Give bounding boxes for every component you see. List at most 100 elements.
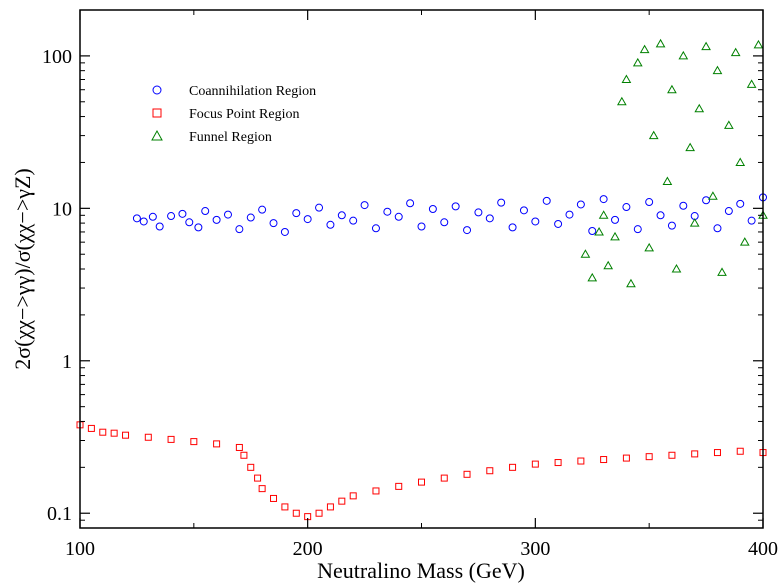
data-point-square <box>486 467 494 475</box>
y-tick-label: 100 <box>42 46 72 68</box>
x-tick-label: 100 <box>65 538 95 560</box>
data-point-circle <box>360 201 369 210</box>
data-point-square <box>254 474 262 482</box>
data-point-circle <box>326 220 335 229</box>
data-point-square <box>292 509 300 517</box>
data-point-square <box>713 449 721 457</box>
data-point-circle <box>315 203 324 212</box>
data-point-square <box>554 459 562 467</box>
data-point-circle <box>371 224 380 233</box>
data-point-circle <box>611 215 620 224</box>
data-point-circle <box>542 196 551 205</box>
data-point-square <box>326 503 334 511</box>
data-point-circle <box>155 222 164 231</box>
data-point-triangle <box>671 263 682 273</box>
data-point-circle <box>428 205 437 214</box>
data-point-circle <box>576 200 585 209</box>
legend-label-coannihilation: Coannihilation Region <box>189 84 316 99</box>
data-point-triangle <box>689 218 700 227</box>
data-point-square <box>338 497 346 505</box>
data-point-circle <box>417 222 426 231</box>
data-point-square <box>281 503 289 511</box>
data-point-circle <box>645 198 654 207</box>
data-point-square <box>600 456 608 464</box>
series-triangle <box>580 38 768 288</box>
data-point-circle <box>303 215 312 224</box>
data-point-triangle <box>626 278 636 288</box>
data-point-circle <box>132 214 141 223</box>
data-point-circle <box>713 224 722 233</box>
y-tick-label: 10 <box>52 198 72 220</box>
data-point-triangle <box>753 39 764 49</box>
axis-ticks <box>79 9 764 529</box>
series-square <box>76 421 767 521</box>
data-point-circle <box>622 203 631 212</box>
data-point-circle <box>148 212 157 221</box>
data-point-triangle <box>712 65 723 75</box>
data-point-circle <box>223 210 232 219</box>
data-point-triangle <box>678 50 689 60</box>
data-point-circle <box>519 206 528 215</box>
data-point-triangle <box>717 267 727 276</box>
data-point-triangle <box>580 249 591 258</box>
x-axis-label: Neutralino Mass (GeV) <box>317 558 525 583</box>
data-point-triangle <box>639 44 650 54</box>
data-point-square <box>463 470 471 478</box>
legend: Coannihilation Region Focus Point Region… <box>151 84 316 145</box>
y-axis-label: 2σ(χχ−>γγ)/σ(χχ−>γZ) <box>10 168 35 369</box>
data-point-triangle <box>655 38 666 48</box>
data-point-triangle <box>730 47 741 57</box>
data-point-circle <box>508 223 517 232</box>
data-point-circle <box>194 223 203 232</box>
data-point-square <box>395 482 403 490</box>
data-point-circle <box>292 209 301 218</box>
data-point-square <box>349 492 357 500</box>
data-point-square <box>167 435 175 443</box>
data-point-square <box>122 431 130 439</box>
y-tick-label: 1 <box>62 351 72 373</box>
data-point-square <box>645 453 653 461</box>
x-tick-label: 200 <box>293 538 323 560</box>
data-point-circle <box>554 219 563 228</box>
data-point-triangle <box>594 226 604 236</box>
data-point-circle <box>531 217 540 226</box>
data-point-circle <box>235 225 244 234</box>
legend-marker-square <box>152 108 162 118</box>
x-tick-label: 300 <box>520 538 550 560</box>
data-point-triangle <box>644 242 655 252</box>
data-point-circle <box>280 227 289 236</box>
data-point-circle <box>747 216 756 225</box>
axis-tick-labels: 100 200 300 400 0.1 1 10 100 <box>42 46 778 560</box>
legend-item-coannihilation: Coannihilation Region <box>152 84 316 99</box>
data-point-circle <box>185 218 194 227</box>
data-point-circle <box>139 217 148 226</box>
data-point-square <box>144 433 152 441</box>
data-marks <box>76 38 768 521</box>
data-point-square <box>87 424 95 432</box>
data-point-triangle <box>667 84 677 94</box>
data-point-triangle <box>723 120 734 129</box>
data-point-circle <box>633 225 642 234</box>
data-point-circle <box>258 205 267 214</box>
data-point-circle <box>702 196 711 205</box>
data-point-triangle <box>735 157 746 166</box>
data-point-triangle <box>739 237 750 246</box>
data-point-square <box>270 494 278 502</box>
data-point-triangle <box>598 210 609 219</box>
data-point-triangle <box>662 176 673 185</box>
data-point-circle <box>337 211 346 220</box>
data-point-square <box>110 429 118 437</box>
data-point-square <box>190 438 198 446</box>
data-point-triangle <box>746 79 757 88</box>
data-point-triangle <box>694 103 705 113</box>
data-point-circle <box>167 212 176 221</box>
data-point-square <box>577 457 585 465</box>
data-point-circle <box>599 195 608 204</box>
data-point-circle <box>667 221 676 230</box>
data-point-square <box>736 447 744 455</box>
data-point-circle <box>485 214 494 223</box>
data-point-circle <box>565 210 574 219</box>
data-point-circle <box>246 213 255 222</box>
legend-marker-circle <box>152 85 162 95</box>
